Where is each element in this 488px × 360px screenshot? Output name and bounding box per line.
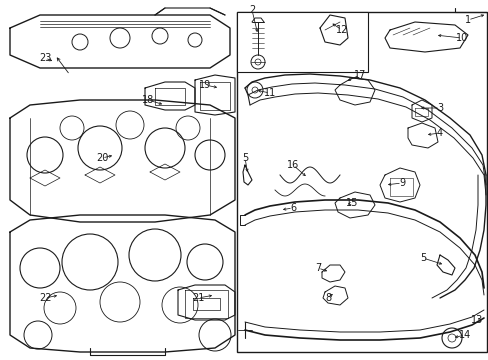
Bar xyxy=(237,12,367,72)
Text: 17: 17 xyxy=(353,70,366,80)
Text: 20: 20 xyxy=(96,153,108,163)
Text: 15: 15 xyxy=(345,198,357,208)
Text: 1: 1 xyxy=(464,15,470,25)
Text: 11: 11 xyxy=(264,88,276,98)
Text: 22: 22 xyxy=(39,293,51,303)
Text: 2: 2 xyxy=(248,5,255,15)
Text: 12: 12 xyxy=(335,25,347,35)
Text: 23: 23 xyxy=(39,53,51,63)
Text: 10: 10 xyxy=(455,33,467,43)
Text: 4: 4 xyxy=(436,128,442,138)
Text: 3: 3 xyxy=(436,103,442,113)
Text: 18: 18 xyxy=(142,95,154,105)
Text: 16: 16 xyxy=(286,160,299,170)
Text: 8: 8 xyxy=(324,293,330,303)
Text: 21: 21 xyxy=(191,293,204,303)
Text: 5: 5 xyxy=(242,153,247,163)
Text: 5: 5 xyxy=(419,253,425,263)
Text: 19: 19 xyxy=(199,80,211,90)
Text: 14: 14 xyxy=(458,330,470,340)
Bar xyxy=(237,12,486,352)
Text: 13: 13 xyxy=(470,315,482,325)
Text: 9: 9 xyxy=(398,178,404,188)
Text: 6: 6 xyxy=(289,203,295,213)
Text: 7: 7 xyxy=(314,263,321,273)
